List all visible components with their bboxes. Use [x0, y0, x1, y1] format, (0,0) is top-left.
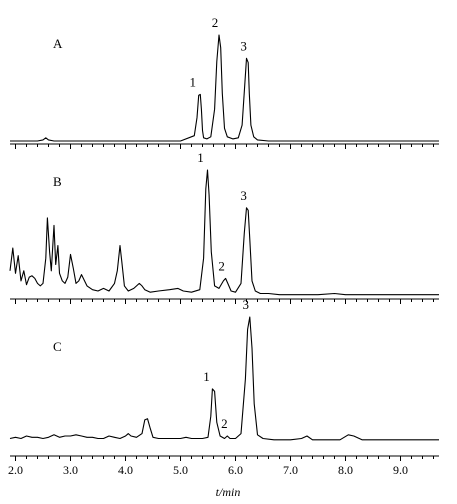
- peak-label-3: 3: [243, 297, 250, 312]
- peak-label-1: 1: [203, 369, 210, 384]
- x-tick-label: 6.0: [228, 463, 243, 477]
- x-tick-label: 2.0: [8, 463, 23, 477]
- peak-label-3: 3: [240, 38, 247, 53]
- peak-label-2: 2: [212, 15, 219, 30]
- chromatogram-trace-b: [9, 169, 439, 296]
- x-tick-label: 8.0: [338, 463, 353, 477]
- chromatogram-trace-c: [9, 316, 439, 441]
- chromatogram-trace-a: [10, 34, 439, 142]
- x-axis-title: t/min: [216, 485, 241, 499]
- x-tick-label: 3.0: [63, 463, 78, 477]
- panel-label-b: B: [53, 174, 62, 189]
- panel-label-c: C: [53, 339, 62, 354]
- x-tick-label: 5.0: [173, 463, 188, 477]
- x-tick-label: 4.0: [118, 463, 133, 477]
- x-tick-label: 7.0: [283, 463, 298, 477]
- panel-label-a: A: [53, 36, 63, 51]
- peak-label-1: 1: [190, 74, 197, 89]
- peak-label-1: 1: [197, 150, 204, 165]
- peak-label-2: 2: [218, 258, 225, 273]
- peak-label-2: 2: [221, 416, 228, 431]
- peak-label-3: 3: [240, 188, 247, 203]
- x-tick-label: 9.0: [393, 463, 408, 477]
